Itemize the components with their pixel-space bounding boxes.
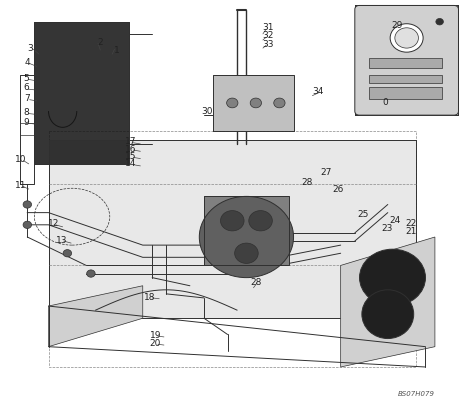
Text: 9: 9	[23, 118, 29, 127]
Text: 0: 0	[383, 99, 388, 108]
Text: 3: 3	[28, 44, 34, 53]
Circle shape	[250, 98, 262, 108]
Text: 16: 16	[125, 145, 137, 154]
Circle shape	[23, 201, 32, 208]
Text: 22: 22	[406, 220, 417, 229]
Text: 28: 28	[301, 178, 312, 187]
Text: 31: 31	[262, 23, 274, 32]
FancyBboxPatch shape	[369, 74, 442, 83]
Polygon shape	[213, 74, 293, 131]
Polygon shape	[35, 22, 128, 164]
Circle shape	[227, 98, 238, 108]
FancyBboxPatch shape	[369, 87, 442, 99]
Circle shape	[87, 270, 95, 277]
Circle shape	[249, 211, 273, 231]
Text: 24: 24	[389, 216, 401, 225]
Text: 18: 18	[144, 292, 155, 301]
Text: 30: 30	[201, 108, 213, 117]
Text: 29: 29	[392, 21, 403, 30]
FancyBboxPatch shape	[369, 58, 442, 68]
Text: BS07H079: BS07H079	[398, 391, 435, 398]
Text: 1: 1	[114, 46, 120, 55]
Text: 34: 34	[312, 87, 324, 96]
Text: 19: 19	[150, 331, 161, 340]
Circle shape	[235, 243, 258, 263]
Text: 25: 25	[357, 210, 369, 219]
Circle shape	[220, 211, 244, 231]
Circle shape	[390, 24, 423, 52]
Text: 11: 11	[15, 180, 26, 189]
Text: 4: 4	[25, 58, 30, 67]
Text: 21: 21	[406, 227, 417, 236]
Text: 8: 8	[23, 108, 29, 117]
Text: 6: 6	[23, 83, 29, 92]
Ellipse shape	[199, 196, 293, 278]
Text: 27: 27	[321, 168, 332, 177]
Text: 20: 20	[150, 339, 161, 348]
Circle shape	[63, 249, 72, 257]
Text: 10: 10	[16, 155, 27, 164]
Circle shape	[23, 221, 32, 229]
Text: 13: 13	[56, 236, 67, 245]
Polygon shape	[204, 196, 289, 265]
Text: 14: 14	[125, 160, 137, 169]
Text: 33: 33	[262, 40, 274, 49]
Polygon shape	[355, 5, 458, 115]
Polygon shape	[341, 237, 435, 367]
Text: 17: 17	[125, 137, 137, 146]
Ellipse shape	[362, 290, 414, 339]
Text: 28: 28	[250, 278, 262, 287]
Text: 15: 15	[125, 152, 137, 161]
Circle shape	[436, 18, 443, 25]
Text: 26: 26	[333, 184, 344, 193]
Text: 5: 5	[23, 74, 29, 83]
FancyBboxPatch shape	[355, 5, 458, 115]
Polygon shape	[48, 139, 416, 318]
Circle shape	[274, 98, 285, 108]
Circle shape	[395, 28, 419, 48]
Text: 7: 7	[25, 94, 30, 103]
Ellipse shape	[359, 249, 426, 306]
Text: 23: 23	[381, 225, 392, 234]
Polygon shape	[48, 286, 143, 347]
Text: 2: 2	[98, 38, 103, 47]
Text: 32: 32	[263, 31, 274, 40]
Text: 12: 12	[47, 220, 59, 229]
